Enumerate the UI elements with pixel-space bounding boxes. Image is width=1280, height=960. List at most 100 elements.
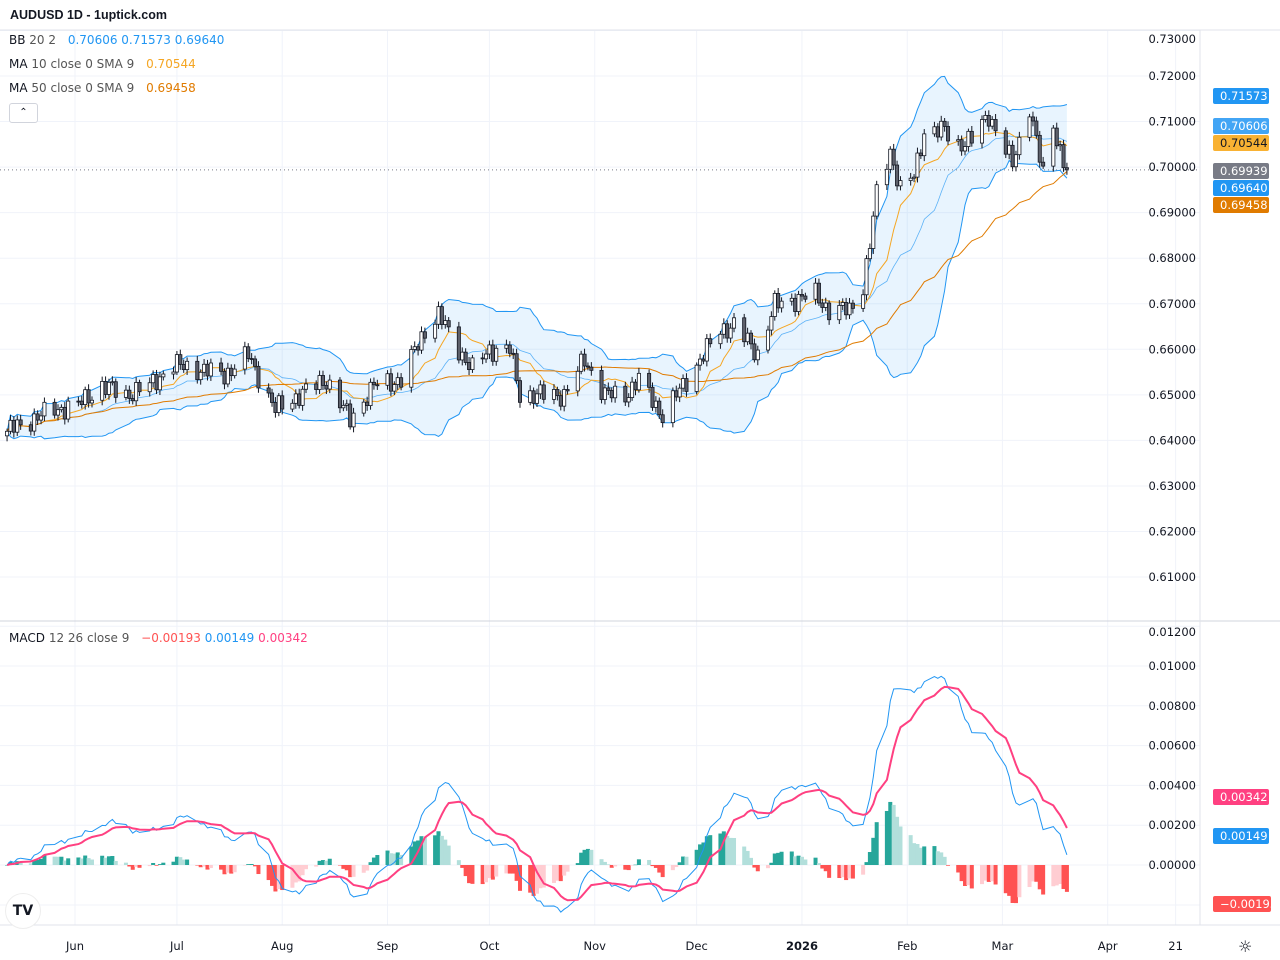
legend-ma50-value: 0.69458 — [146, 81, 196, 95]
legend-ma50-name: MA — [9, 81, 28, 95]
gear-icon[interactable]: ☼ — [1238, 937, 1253, 956]
candle-body — [534, 393, 539, 404]
macd-histogram-bar — [337, 865, 342, 866]
macd-histogram-bar — [253, 865, 258, 867]
macd-histogram-bar — [765, 865, 770, 869]
macd-histogram-bar — [514, 865, 519, 881]
macd-histogram-bar — [467, 865, 472, 884]
tradingview-logo[interactable]: TV — [5, 893, 41, 929]
macd-histogram-bar — [721, 831, 726, 865]
macd-hist-badge-text: −0.00193 — [1220, 897, 1277, 911]
candle-body — [803, 295, 808, 300]
macd-histogram-bar — [939, 852, 944, 865]
macd-histogram-bar — [178, 857, 183, 865]
candle-body — [932, 126, 937, 135]
macd-histogram-bar — [35, 859, 40, 865]
candle-body — [1010, 144, 1015, 168]
macd-histogram-bar — [1058, 865, 1063, 884]
candle-body — [480, 357, 485, 360]
price-axis-label: 0.65000 — [1148, 388, 1196, 402]
macd-axis-label: 0.00000 — [1148, 858, 1196, 872]
macd-histogram-bar — [344, 865, 349, 871]
macd-histogram-bar — [151, 862, 156, 865]
macd-histogram-bar — [79, 858, 84, 865]
candle-body — [939, 120, 944, 138]
candle-body — [137, 382, 142, 393]
macd-histogram-bar — [317, 860, 322, 865]
macd-histogram-bar — [579, 852, 584, 865]
candle-body — [1058, 144, 1063, 147]
candle-body — [130, 398, 135, 402]
macd-histogram-bar — [589, 849, 594, 865]
macd-histogram-bar — [840, 865, 845, 878]
bb-basis-line — [6, 134, 1068, 432]
macd-histogram-bar — [575, 863, 580, 865]
candle-body — [256, 365, 261, 389]
candle-body — [494, 347, 499, 362]
macd-histogram-bar — [504, 865, 509, 874]
macd-histogram-bar — [157, 864, 162, 865]
macd-histogram-bar — [674, 865, 679, 868]
macd-histogram-bar — [518, 865, 523, 891]
legend-macd-hist: −0.00193 — [141, 631, 201, 645]
macd-histogram-bar — [106, 856, 111, 865]
candle-body — [1054, 127, 1059, 147]
macd-histogram-bar — [303, 865, 308, 870]
candle-body — [908, 177, 913, 181]
macd-histogram-bar — [42, 854, 47, 865]
macd-histogram-bar — [681, 856, 686, 865]
legend-macd-signal: 0.00342 — [258, 631, 308, 645]
bb-upper-badge — [1213, 88, 1269, 104]
price-axis-label: 0.61000 — [1148, 570, 1196, 584]
candle-body — [273, 402, 278, 413]
macd-histogram-bar — [986, 865, 991, 882]
legend-bb[interactable]: BB 20 2 0.70606 0.71573 0.69640 — [9, 33, 224, 47]
macd-histogram-bar — [1037, 865, 1042, 890]
macd-histogram-bar — [993, 865, 998, 885]
macd-histogram-bar — [62, 860, 67, 865]
candle-body — [280, 395, 285, 410]
legend-ma10[interactable]: MA 10 close 0 SMA 9 0.70544 — [9, 57, 196, 71]
macd-histogram-bar — [134, 865, 139, 867]
candle-body — [813, 282, 818, 300]
candle-body — [185, 360, 190, 371]
candle-body — [677, 387, 682, 398]
candle-body — [195, 360, 200, 381]
macd-histogram-bar — [463, 865, 468, 877]
macd-histogram-bar — [56, 856, 61, 865]
candle-body — [113, 381, 118, 398]
candle-body — [293, 393, 298, 404]
macd-histogram-bar — [314, 865, 319, 867]
macd-histogram-bar — [915, 844, 920, 865]
collapse-legend-button[interactable]: ⌃ — [9, 103, 38, 123]
candle-body — [895, 164, 900, 187]
macd-histogram-bar — [18, 861, 23, 865]
macd-histogram-bar — [161, 862, 166, 865]
legend-bb-basis: 0.70606 — [67, 33, 118, 47]
macd-histogram-bar — [990, 865, 995, 882]
candle-body — [898, 180, 903, 187]
price-axis-label: 0.70000 — [1148, 160, 1196, 174]
candle-body — [956, 139, 961, 142]
candle-body — [375, 384, 380, 387]
candle-body — [864, 258, 869, 296]
price-axis-label: 0.73000 — [1148, 32, 1196, 46]
candle-body — [365, 401, 370, 407]
legend-macd[interactable]: MACD 12 26 close 9 −0.00193 0.00149 0.00… — [9, 631, 308, 645]
macd-histogram-bar — [375, 855, 380, 865]
macd-histogram-bar — [507, 865, 512, 874]
macd-histogram-bar — [256, 865, 261, 875]
macd-histogram-bar — [470, 865, 475, 884]
candle-body — [959, 139, 964, 152]
macd-histogram-bar — [963, 865, 968, 887]
macd-histogram-bar — [320, 860, 325, 865]
legend-ma50[interactable]: MA 50 close 0 SMA 9 0.69458 — [9, 81, 196, 95]
candle-body — [484, 353, 489, 360]
price-axis-label: 0.62000 — [1148, 525, 1196, 539]
candle-body — [232, 368, 237, 377]
candle-body — [1041, 161, 1046, 167]
candle-body — [399, 377, 404, 388]
candle-body — [915, 152, 920, 178]
macd-histogram-bar — [732, 837, 737, 865]
